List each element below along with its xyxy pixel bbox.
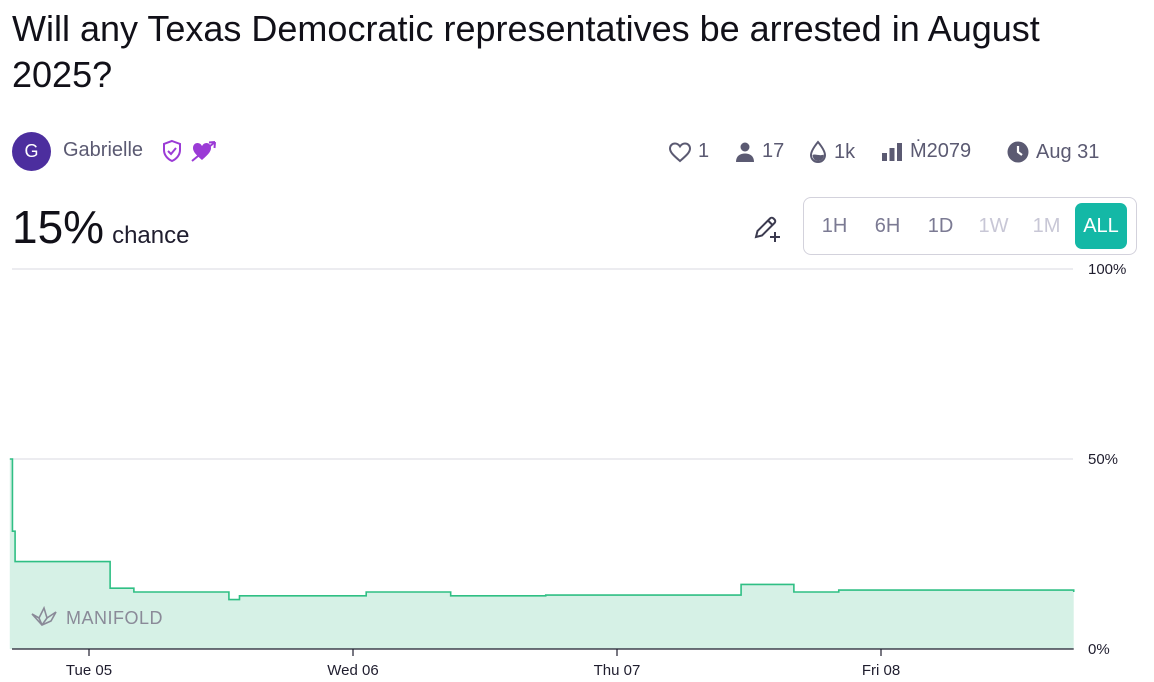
probability-display: 15% chance bbox=[12, 200, 189, 254]
range-button-1h[interactable]: 1H bbox=[821, 214, 848, 237]
user-icon bbox=[736, 142, 754, 162]
market-meta-row: G Gabrielle 1 17 1k Ṁ20 bbox=[12, 132, 1142, 172]
likes-count: 1 bbox=[698, 140, 710, 162]
range-button-1d[interactable]: 1D bbox=[927, 214, 954, 237]
close-date: Aug 31 bbox=[1036, 140, 1100, 163]
x-tick-label: Tue 05 bbox=[66, 662, 112, 679]
traders-stat[interactable]: 17 bbox=[734, 140, 784, 163]
bar-chart-icon bbox=[882, 142, 902, 161]
y-tick-label: 50% bbox=[1088, 451, 1118, 468]
range-button-all[interactable]: ALL bbox=[1075, 203, 1127, 249]
range-button-6h[interactable]: 6H bbox=[874, 214, 901, 237]
market-title: Will any Texas Democratic representative… bbox=[12, 8, 1040, 95]
clock-icon bbox=[1007, 141, 1029, 163]
likes-stat[interactable]: 1 bbox=[668, 140, 709, 163]
avatar[interactable]: G bbox=[12, 132, 51, 171]
author-name[interactable]: Gabrielle bbox=[63, 139, 144, 161]
x-tick-label: Wed 06 bbox=[327, 662, 378, 679]
watermark-text: MANIFOLD bbox=[66, 608, 163, 628]
probability-area bbox=[9, 459, 1074, 649]
droplet-icon bbox=[809, 140, 827, 164]
range-button-1w[interactable]: 1W bbox=[978, 214, 1009, 237]
x-tick-label: Thu 07 bbox=[594, 662, 641, 679]
probability-chart[interactable]: MANIFOLD 100% 50% 0% Tue 05 Wed 06 Thu 07 Fri… bbox=[0, 258, 1154, 682]
manifold-watermark: MANIFOLD bbox=[31, 605, 163, 628]
range-button-1m[interactable]: 1M bbox=[1032, 214, 1061, 237]
y-tick-label: 0% bbox=[1088, 641, 1110, 658]
pencil-plus-icon bbox=[754, 216, 780, 242]
x-tick-label: Fri 08 bbox=[862, 662, 900, 679]
edit-chart-button[interactable] bbox=[748, 210, 784, 246]
cupid-arrow-heart-icon bbox=[191, 141, 216, 162]
y-tick-label: 100% bbox=[1088, 261, 1126, 278]
probability-line bbox=[9, 458, 1075, 601]
liquidity-stat[interactable]: 1k bbox=[808, 140, 855, 164]
traders-count: 17 bbox=[762, 140, 785, 162]
manifold-crane-icon bbox=[31, 605, 57, 626]
liquidity-amount: 1k bbox=[834, 140, 856, 163]
time-range-selector: 1H 6H 1D 1W 1M ALL bbox=[803, 197, 1137, 255]
verified-shield-icon bbox=[163, 139, 181, 163]
volume-stat[interactable]: Ṁ2079 bbox=[880, 140, 971, 163]
probability-label: chance bbox=[112, 222, 190, 249]
volume-amount: Ṁ2079 bbox=[910, 140, 972, 162]
close-date-stat[interactable]: Aug 31 bbox=[1006, 140, 1099, 164]
probability-value: 15% bbox=[12, 201, 105, 253]
heart-icon bbox=[668, 141, 692, 162]
